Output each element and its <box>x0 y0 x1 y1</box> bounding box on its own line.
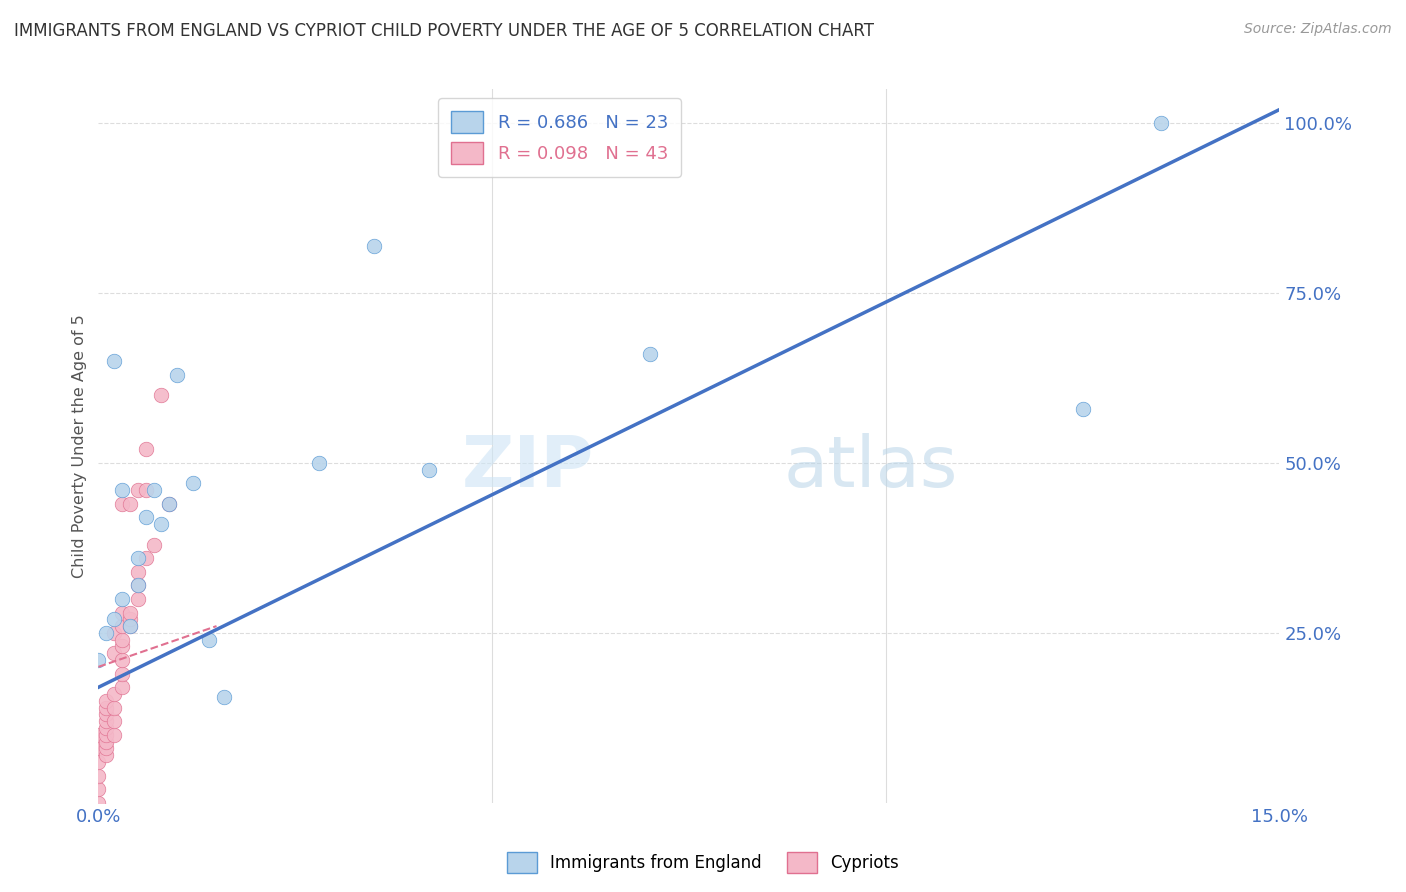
Point <box>127 578 149 592</box>
Point <box>111 653 134 667</box>
Point <box>96 734 118 748</box>
Point <box>103 612 125 626</box>
Point <box>103 646 125 660</box>
Point <box>87 796 110 810</box>
Point <box>103 728 125 742</box>
Point <box>103 354 125 368</box>
Point <box>363 238 385 252</box>
Point <box>111 591 134 606</box>
Point <box>103 687 125 701</box>
Point <box>181 476 204 491</box>
Point <box>127 551 149 566</box>
Point <box>103 714 125 729</box>
Point <box>96 626 118 640</box>
Point <box>308 456 330 470</box>
Point <box>111 497 134 511</box>
Point <box>87 728 110 742</box>
Point <box>87 782 110 797</box>
Point <box>1071 401 1094 416</box>
Point <box>96 714 118 729</box>
Legend: R = 0.686   N = 23, R = 0.098   N = 43: R = 0.686 N = 23, R = 0.098 N = 43 <box>439 98 681 177</box>
Point <box>142 537 165 551</box>
Text: atlas: atlas <box>783 433 957 502</box>
Point <box>87 741 110 756</box>
Point <box>96 694 118 708</box>
Point <box>127 483 149 498</box>
Point <box>157 497 180 511</box>
Legend: Immigrants from England, Cypriots: Immigrants from England, Cypriots <box>501 846 905 880</box>
Point <box>150 388 173 402</box>
Point <box>127 578 149 592</box>
Point <box>118 612 141 626</box>
Point <box>87 769 110 783</box>
Point <box>96 728 118 742</box>
Point <box>118 619 141 633</box>
Point <box>111 666 134 681</box>
Point <box>103 700 125 714</box>
Point <box>142 483 165 498</box>
Point <box>1150 116 1173 130</box>
Point <box>135 442 157 457</box>
Point <box>127 591 149 606</box>
Point <box>111 606 134 620</box>
Point <box>96 707 118 722</box>
Point <box>111 619 134 633</box>
Point <box>135 551 157 566</box>
Text: Source: ZipAtlas.com: Source: ZipAtlas.com <box>1244 22 1392 37</box>
Point <box>96 721 118 735</box>
Point <box>197 632 219 647</box>
Y-axis label: Child Poverty Under the Age of 5: Child Poverty Under the Age of 5 <box>72 314 87 578</box>
Point <box>111 640 134 654</box>
Point <box>111 680 134 694</box>
Point <box>166 368 188 382</box>
Text: IMMIGRANTS FROM ENGLAND VS CYPRIOT CHILD POVERTY UNDER THE AGE OF 5 CORRELATION : IMMIGRANTS FROM ENGLAND VS CYPRIOT CHILD… <box>14 22 875 40</box>
Point <box>118 497 141 511</box>
Point <box>157 497 180 511</box>
Point <box>103 626 125 640</box>
Point <box>118 619 141 633</box>
Point <box>418 463 440 477</box>
Text: ZIP: ZIP <box>463 433 595 502</box>
Point <box>118 606 141 620</box>
Point <box>638 347 661 361</box>
Point <box>127 565 149 579</box>
Point <box>96 700 118 714</box>
Point <box>150 517 173 532</box>
Point <box>87 653 110 667</box>
Point <box>135 510 157 524</box>
Point <box>96 748 118 763</box>
Point <box>96 741 118 756</box>
Point <box>111 483 134 498</box>
Point <box>214 690 236 705</box>
Point <box>111 632 134 647</box>
Point <box>135 483 157 498</box>
Point <box>87 755 110 769</box>
